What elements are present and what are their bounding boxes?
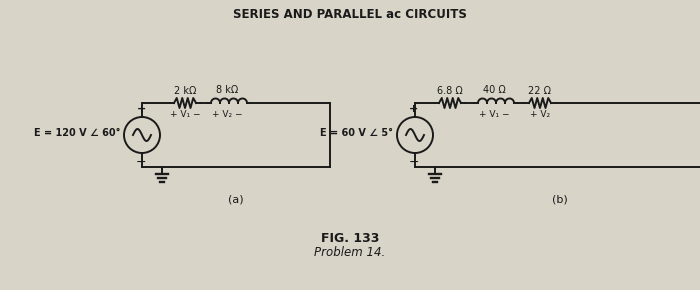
Text: + V₁ −: + V₁ − xyxy=(169,110,200,119)
Text: +: + xyxy=(136,104,146,114)
Text: 22 Ω: 22 Ω xyxy=(528,86,552,96)
Text: −: − xyxy=(136,156,146,169)
Text: E = 60 V ∠ 5°: E = 60 V ∠ 5° xyxy=(320,128,393,138)
Text: SERIES AND PARALLEL ac CIRCUITS: SERIES AND PARALLEL ac CIRCUITS xyxy=(233,8,467,21)
Text: −: − xyxy=(409,156,419,169)
Text: 40 Ω: 40 Ω xyxy=(482,85,505,95)
Text: 6.8 Ω: 6.8 Ω xyxy=(437,86,463,96)
Text: (b): (b) xyxy=(552,195,568,205)
Text: +: + xyxy=(410,104,419,114)
Text: 2 kΩ: 2 kΩ xyxy=(174,86,196,96)
Text: E = 120 V ∠ 60°: E = 120 V ∠ 60° xyxy=(34,128,120,138)
Text: + V₂: + V₂ xyxy=(530,110,550,119)
Text: 8 kΩ: 8 kΩ xyxy=(216,85,238,95)
Text: + V₁ −: + V₁ − xyxy=(479,110,510,119)
Text: + V₂ −: + V₂ − xyxy=(211,110,242,119)
Text: FIG. 133: FIG. 133 xyxy=(321,231,379,244)
Text: (a): (a) xyxy=(228,195,244,205)
Text: Problem 14.: Problem 14. xyxy=(314,246,386,258)
